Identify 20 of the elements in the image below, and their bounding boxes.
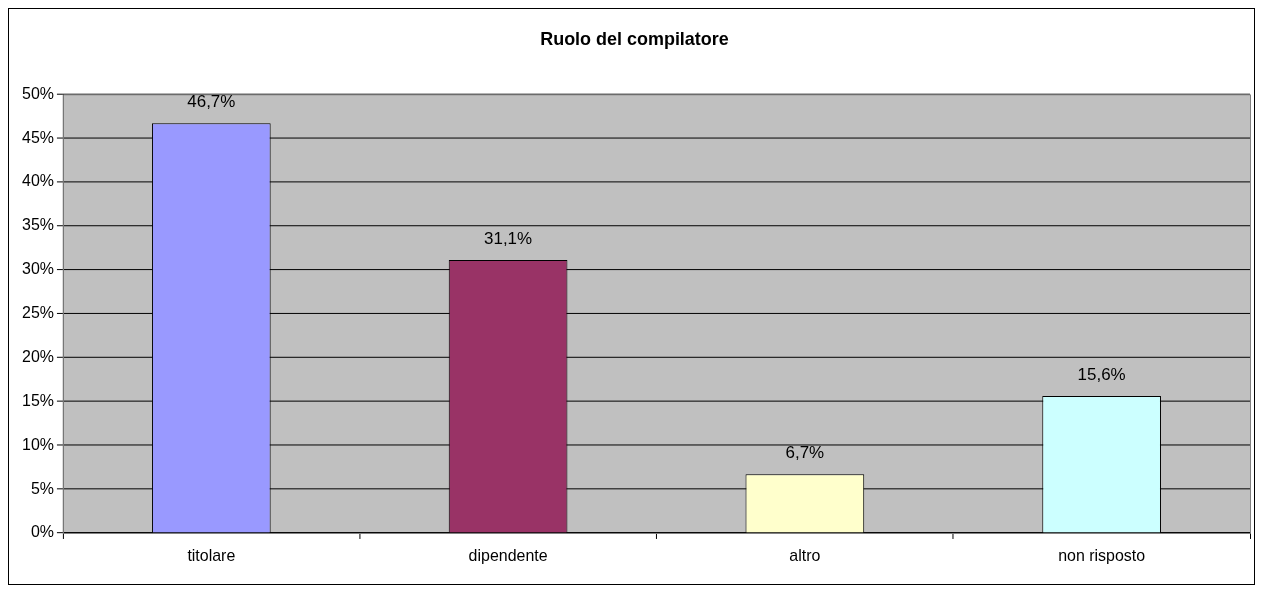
y-tick-label: 10% (22, 435, 54, 453)
data-label: 31,1% (484, 229, 533, 249)
y-tick-label: 40% (22, 172, 54, 190)
data-label: 46,7% (187, 92, 236, 112)
y-tick-label: 20% (22, 347, 54, 365)
y-tick-label: 45% (22, 128, 54, 146)
y-tick-label: 30% (22, 260, 54, 278)
x-tick-label: dipendente (468, 546, 548, 564)
y-tick-label: 50% (22, 84, 54, 102)
x-tick-label: altro (789, 546, 821, 564)
chart-title: Ruolo del compilatore (540, 28, 729, 49)
y-tick-label: 25% (22, 304, 54, 322)
y-tick-label: 5% (30, 479, 54, 497)
x-tick-label: titolare (187, 546, 236, 564)
data-label: 6,7% (785, 443, 825, 463)
y-tick-label: 0% (30, 523, 54, 541)
y-tick-label: 15% (22, 391, 54, 409)
y-tick-label: 35% (22, 216, 54, 234)
x-tick-label: non risposto (1058, 546, 1146, 564)
data-label: 15,6% (1077, 365, 1126, 385)
